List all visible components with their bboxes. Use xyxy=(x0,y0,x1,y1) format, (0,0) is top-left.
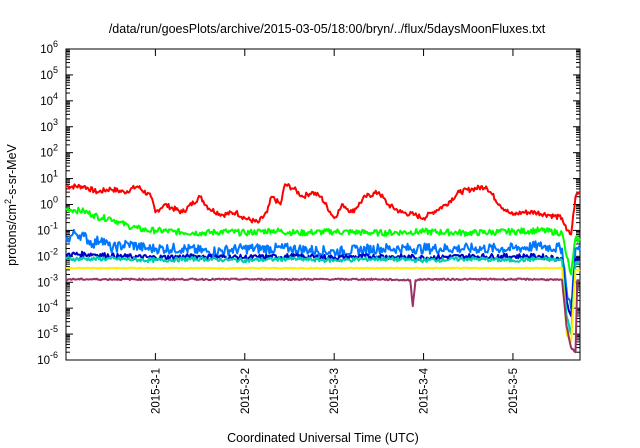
x-tick-label: 2015-3-2 xyxy=(240,368,252,414)
y-tick-base: 10 xyxy=(40,200,53,212)
y-tick-base: 10 xyxy=(40,70,53,82)
y-tick-label: 10-6 xyxy=(37,350,58,367)
x-axis: 2015-3-1 2015-3-2 2015-3-3 2015-3-4 2015-3-5 xyxy=(150,49,520,414)
y-tick-exponent: 2 xyxy=(53,143,58,153)
x-tick-label: 2015-3-1 xyxy=(150,368,162,414)
y-tick-base: 10 xyxy=(40,44,53,56)
plot-frame xyxy=(65,48,581,361)
y-tick-base: 10 xyxy=(40,96,53,108)
y-axis-label-part: -s-sr-MeV xyxy=(5,143,19,199)
y-axis-label: protons/cm2-s-sr-MeV xyxy=(3,143,19,265)
y-tick-label: 10-2 xyxy=(37,246,58,263)
y-tick-exponent: 3 xyxy=(53,117,58,127)
series-line xyxy=(65,277,581,354)
series-line xyxy=(65,255,581,336)
y-tick-exponent: -2 xyxy=(50,246,58,256)
y-tick-base: 10 xyxy=(37,225,50,237)
y-tick-exponent: 5 xyxy=(53,65,58,75)
y-tick-label: 106 xyxy=(40,39,58,56)
chart-title: /data/run/goesPlots/archive/2015-03-05/1… xyxy=(109,22,546,36)
series-line xyxy=(65,250,581,317)
y-tick-exponent: 1 xyxy=(53,169,58,179)
y-tick-label: 103 xyxy=(40,117,58,134)
y-tick-label: 105 xyxy=(40,65,58,82)
y-tick-label: 10-3 xyxy=(37,272,58,289)
y-tick-label: 102 xyxy=(40,143,58,160)
y-axis: 10-610-510-410-310-210-11001011021031041… xyxy=(37,39,580,367)
y-tick-label: 100 xyxy=(40,195,58,212)
y-tick-label: 10-5 xyxy=(37,324,58,341)
series-layer xyxy=(65,183,581,354)
y-tick-exponent: 6 xyxy=(53,39,58,49)
y-tick-base: 10 xyxy=(40,174,53,186)
series-line xyxy=(65,228,581,310)
y-tick-base: 10 xyxy=(37,355,50,367)
y-tick-exponent: -5 xyxy=(50,324,58,334)
y-tick-exponent: -1 xyxy=(50,220,58,230)
y-tick-exponent: -6 xyxy=(50,350,58,360)
x-axis-label: Coordinated Universal Time (UTC) xyxy=(227,431,419,445)
y-tick-label: 104 xyxy=(40,91,58,108)
y-tick-exponent: 0 xyxy=(53,195,58,205)
y-tick-label: 10-4 xyxy=(37,298,58,315)
y-tick-base: 10 xyxy=(37,303,50,315)
y-tick-label: 101 xyxy=(40,169,58,186)
series-line xyxy=(65,266,581,343)
y-tick-exponent: -3 xyxy=(50,272,58,282)
series-line xyxy=(66,183,581,236)
y-tick-label: 10-1 xyxy=(37,220,58,237)
series-line xyxy=(65,206,581,276)
y-tick-exponent: 4 xyxy=(53,91,58,101)
y-tick-base: 10 xyxy=(37,277,50,289)
y-axis-label-part: protons/cm xyxy=(5,204,19,266)
y-tick-base: 10 xyxy=(40,122,53,134)
y-axis-label-superscript: 2 xyxy=(3,199,13,204)
x-tick-label: 2015-3-5 xyxy=(508,368,520,414)
y-tick-base: 10 xyxy=(40,148,53,160)
x-tick-label: 2015-3-4 xyxy=(419,367,431,414)
y-tick-base: 10 xyxy=(37,251,50,263)
y-tick-exponent: -4 xyxy=(50,298,58,308)
y-tick-base: 10 xyxy=(37,329,50,341)
x-tick-label: 2015-3-3 xyxy=(329,368,341,414)
